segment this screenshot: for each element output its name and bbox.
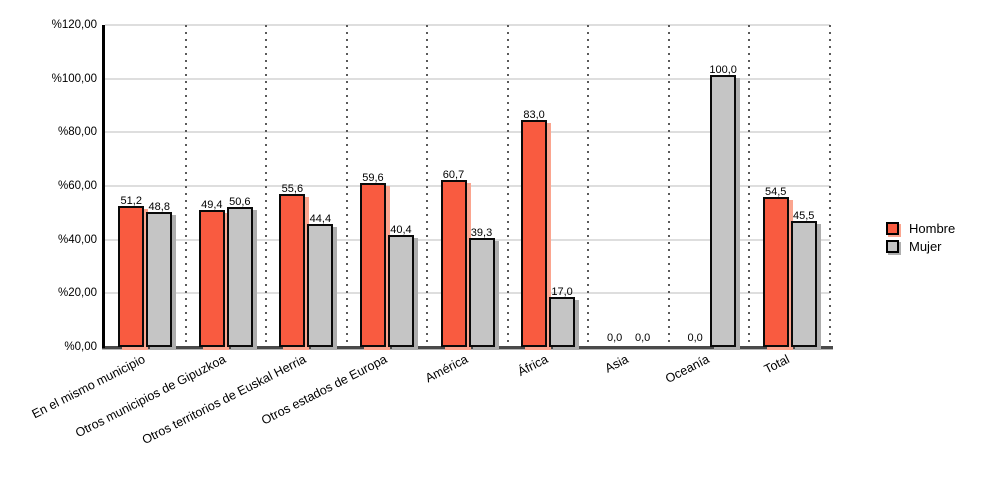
bar-mujer-4 [468,238,495,347]
gridline-60 [105,185,830,187]
y-axis-tick-label: %120,00 [51,19,97,31]
gridline-80 [105,131,830,134]
bar-mujer-8 [790,221,817,347]
value-label-mujer-7: 100,0 [709,64,737,76]
bar-mujer-5 [549,297,576,347]
value-label-mujer-3: 40,4 [390,224,412,236]
bar-mujer-3 [387,235,414,347]
value-label-hombre-4: 60,7 [442,169,465,181]
y-axis-tick-label: %100,00 [51,72,97,85]
value-label-mujer-6: 0,0 [634,332,651,344]
bar-hombre-0 [118,206,145,347]
bar-mujer-0 [146,212,173,347]
value-label-hombre-6: 0,0 [606,332,623,344]
value-label-mujer-8: 45,5 [793,210,815,222]
value-label-mujer-4: 39,3 [470,227,493,239]
value-label-mujer-2: 44,4 [309,213,332,225]
bar-mujer-2 [307,224,334,347]
plot-area: 51,2 49,4 55,6 59,6 60,7 83,0 0,0 0,0 54,5 48,8 50… [102,24,833,350]
x-axis-label-7: Oceanía [663,352,712,386]
category-separator [587,25,590,347]
category-separator [265,25,268,347]
gridline-100 [105,77,830,80]
value-label-hombre-5: 83,0 [523,109,545,121]
x-axis-label-8: Total [762,352,793,377]
bar-hombre-3 [359,183,386,347]
value-label-hombre-2: 55,6 [281,183,304,195]
legend-label-mujer: Mujer [909,239,942,254]
value-label-mujer-0: 48,8 [148,201,170,213]
legend-item-hombre: Hombre [886,221,955,236]
bar-hombre-5 [521,120,548,347]
x-axis-label-6: Asia [602,352,631,376]
category-separator [184,25,187,347]
value-label-hombre-1: 49,4 [201,199,223,211]
bar-hombre-4 [440,180,467,347]
legend: Hombre Mujer [886,221,955,257]
bar-mujer-1 [226,207,253,347]
x-axis-line [102,346,833,350]
category-separator [506,25,509,347]
bar-hombre-2 [279,194,306,347]
value-label-hombre-3: 59,6 [362,172,384,184]
category-separator [829,25,831,347]
value-label-mujer-5: 17,0 [551,286,573,298]
x-axis-label-5: África [515,352,551,379]
gridline-120 [105,24,830,26]
y-axis-tick-label: %80,00 [57,126,97,139]
mujer-color-swatch [886,240,899,253]
value-label-hombre-8: 54,5 [765,186,787,198]
hombre-color-swatch [886,222,899,235]
y-axis-tick-label: %40,00 [57,233,97,246]
value-label-hombre-7: 0,0 [687,332,703,344]
gridline-20 [105,292,830,295]
value-label-hombre-0: 51,2 [120,195,142,207]
category-separator [748,25,751,347]
bar-hombre-1 [198,210,225,347]
legend-item-mujer: Mujer [886,239,955,254]
y-axis-tick-label: %20,00 [57,287,97,300]
y-axis-tick-label: %60,00 [57,180,97,192]
bar-mujer-7 [710,75,737,347]
category-separator [426,25,429,347]
x-axis-label-4: América [422,352,470,386]
category-separator [667,25,670,347]
y-axis-tick-label: %0,00 [64,341,97,353]
gridline-40 [105,238,830,241]
legend-label-hombre: Hombre [909,221,956,236]
category-separator [345,25,348,347]
bar-hombre-8 [762,197,789,347]
value-label-mujer-1: 50,6 [229,196,251,208]
y-axis-line [102,25,105,348]
